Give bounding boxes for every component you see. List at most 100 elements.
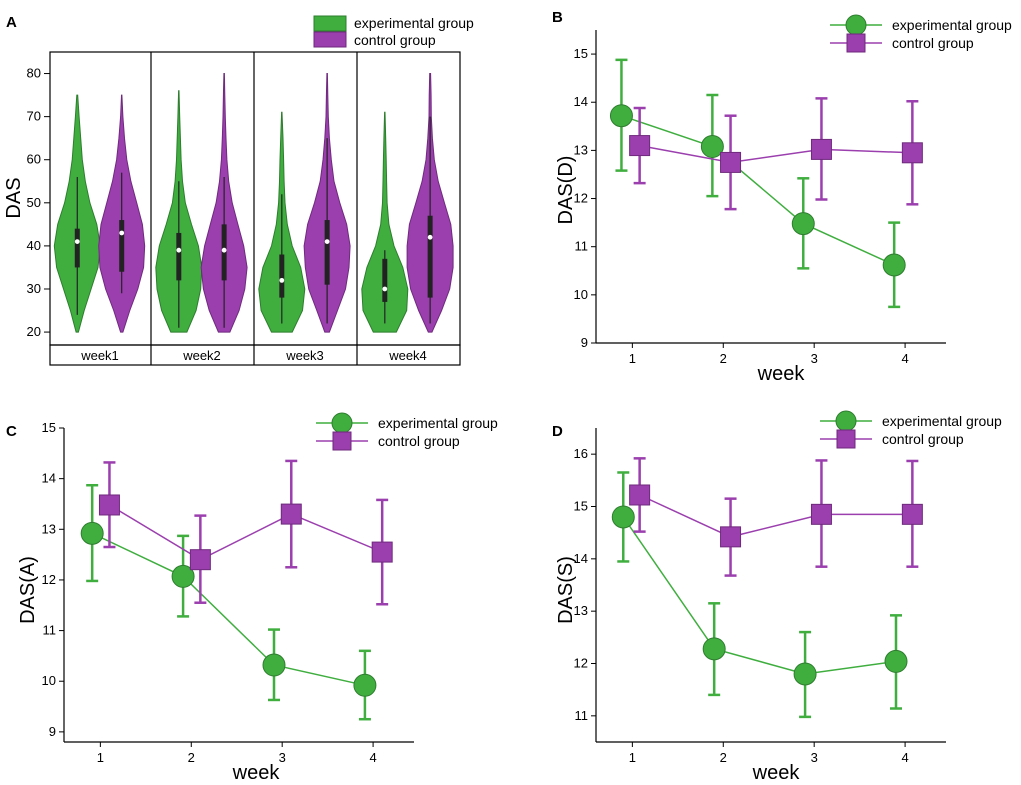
legend-label-experimental: experimental group [354,15,474,31]
category-label-week4: week4 [388,348,427,363]
category-label-week2: week2 [182,348,221,363]
x-tick-label-c-3: 4 [369,750,376,765]
violin-box-experimental-week4 [382,258,388,302]
legend-label-experimental-d: experimental group [882,413,1002,429]
y-tick-label-c-2: 11 [43,623,57,638]
y-tick-label-d-4: 15 [574,499,588,514]
y-tick-label-a-0: 20 [27,324,41,339]
x-tick-label-d-1: 2 [720,750,727,765]
data-point-experimental-d-3 [793,662,817,686]
x-tick-label-b-2: 3 [811,351,818,366]
panel-letter-d: D [552,423,563,440]
data-point-experimental-b-3 [791,212,815,236]
category-label-week1: week1 [80,348,119,363]
series-line-experimental-b [621,114,895,266]
violin-median-control-week3 [324,239,330,244]
legend-marker-experimental-c [331,412,353,434]
panel-letter-b: B [552,9,563,26]
y-tick-label-d-1: 12 [574,656,588,671]
series-line-control-c [109,504,383,561]
x-tick-label-c-1: 2 [188,750,195,765]
violin-median-control-week4 [427,234,433,240]
data-point-control-d-1 [629,484,651,506]
data-point-control-c-1 [98,494,120,516]
violin-box-experimental-week2 [176,232,182,281]
data-point-experimental-d-1 [611,505,635,529]
y-tick-label-a-4: 60 [27,152,41,167]
series-line-experimental-d [622,516,897,675]
y-axis-label-d: DAS(S) [555,556,577,624]
legend-swatch-control [313,31,347,48]
panel-letter-a: A [6,14,17,31]
violin-median-experimental-week4 [382,286,388,292]
legend-marker-control-c [332,431,352,451]
panel-letter-c: C [6,423,17,440]
x-tick-label-b-3: 4 [901,351,908,366]
panel-c: C experimental group control group DAS(A… [6,412,498,784]
violin-median-control-week2 [221,247,227,253]
legend-label-control-b: control group [892,35,974,51]
y-tick-label-b-4: 13 [574,142,588,157]
y-tick-label-a-5: 70 [27,109,41,124]
data-point-control-d-2 [720,526,742,548]
data-point-control-b-2 [720,151,742,173]
data-point-experimental-b-2 [700,135,724,159]
category-label-week3: week3 [285,348,324,363]
y-tick-label-c-6: 15 [42,420,56,435]
y-tick-label-b-5: 14 [574,94,588,109]
y-ticks-a: 20 30 40 50 60 70 80 [27,66,50,339]
y-tick-label-d-0: 11 [575,708,589,723]
x-axis-label-d: week [752,762,801,784]
y-tick-label-d-5: 16 [574,446,588,461]
x-tick-label-d-3: 4 [901,750,908,765]
data-point-control-c-3 [280,503,302,525]
y-tick-label-c-4: 13 [42,521,56,536]
y-tick-label-c-5: 14 [42,471,56,486]
series-d [611,457,923,719]
violin-box-control-week3 [324,220,330,285]
legend-marker-experimental-d [835,410,857,432]
violin-median-experimental-week3 [279,277,285,283]
panel-b: B experimental group control group DAS(D… [552,9,1012,385]
data-point-experimental-d-2 [702,637,726,661]
y-tick-label-a-2: 40 [27,238,41,253]
y-tick-label-b-1: 10 [574,287,588,302]
data-point-experimental-c-2 [171,564,195,588]
data-point-experimental-d-4 [884,649,908,673]
y-tick-label-b-3: 12 [574,191,588,206]
x-tick-label-d-2: 3 [811,750,818,765]
x-tick-label-c-0: 1 [97,750,104,765]
data-point-experimental-c-4 [353,673,377,697]
y-tick-label-d-2: 13 [574,603,588,618]
violin-box-control-week4 [427,215,433,298]
series-c [80,459,393,721]
series-b [609,58,923,309]
data-point-experimental-c-3 [262,653,286,677]
series-line-experimental-c [91,532,366,687]
legend-marker-control-b [846,33,866,53]
legend-marker-control-d [836,429,856,449]
legend-label-experimental-b: experimental group [892,17,1012,33]
x-tick-label-d-0: 1 [629,750,636,765]
legend-label-control-d: control group [882,431,964,447]
data-point-control-b-1 [629,135,651,157]
panel-d: D experimental group control group DAS(S… [552,410,1002,784]
data-point-control-b-3 [810,138,832,160]
y-tick-label-c-3: 12 [42,572,56,587]
legend-label-experimental-c: experimental group [378,415,498,431]
panel-a: A experimental group control group week1… [3,14,474,366]
x-axis-label-c: week [232,762,281,784]
data-point-control-b-4 [901,142,923,164]
y-tick-label-c-0: 9 [49,724,56,739]
y-axis-label-c: DAS(A) [17,556,39,624]
data-point-control-d-3 [810,503,832,525]
x-tick-label-b-1: 2 [720,351,727,366]
y-axis-label-b: DAS(D) [555,156,577,225]
x-tick-label-b-0: 1 [629,351,636,366]
data-point-experimental-b-4 [882,253,906,277]
violin-box-control-week1 [119,220,125,272]
legend-label-control-c: control group [378,433,460,449]
violin-experimental-week4 [361,111,409,333]
